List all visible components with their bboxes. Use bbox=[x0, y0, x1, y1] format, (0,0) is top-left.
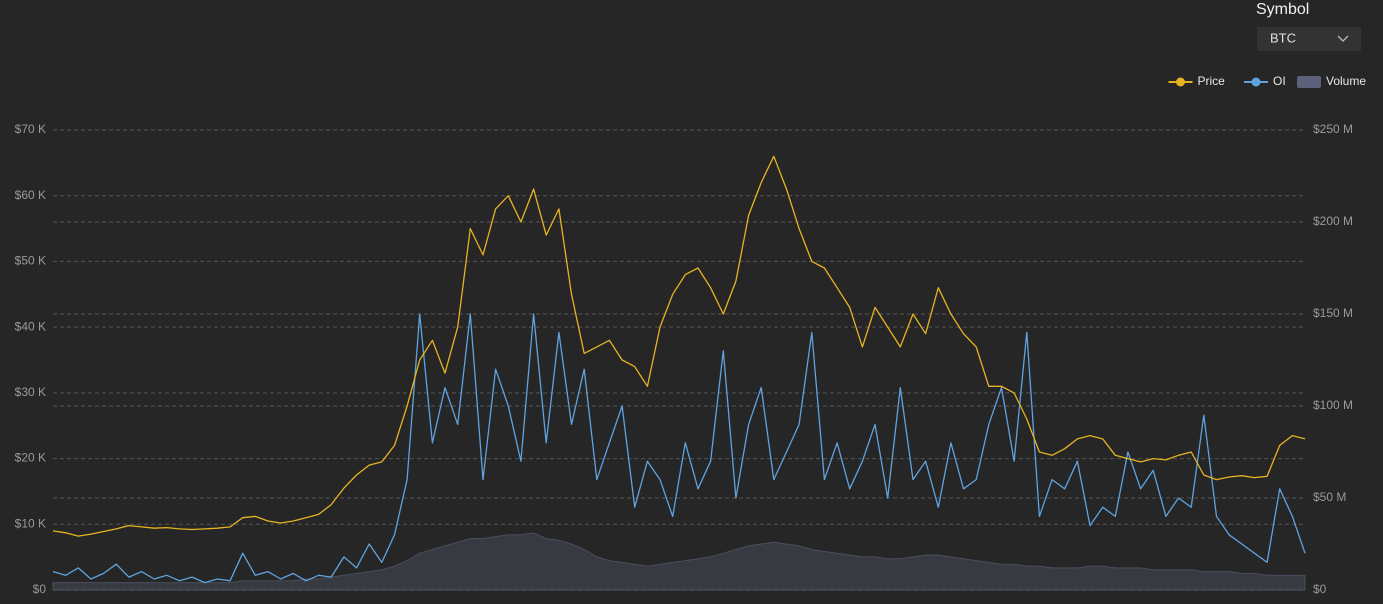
legend: Price OI Volume bbox=[1168, 74, 1366, 88]
legend-label[interactable]: Volume bbox=[1326, 74, 1366, 88]
y2-tick-label: $0 bbox=[1313, 582, 1327, 596]
y2-tick-label: $150 M bbox=[1313, 306, 1353, 320]
y-tick-label: $40 K bbox=[15, 319, 46, 333]
y-tick-label: $70 K bbox=[15, 122, 46, 136]
series-line bbox=[52, 313, 1306, 584]
y-tick-label: $0 bbox=[33, 582, 47, 596]
y2-tick-label: $250 M bbox=[1313, 122, 1353, 136]
legend-dot[interactable] bbox=[1251, 77, 1261, 87]
y-tick-label: $50 K bbox=[15, 254, 46, 268]
y2-tick-label: $50 M bbox=[1313, 490, 1346, 504]
legend-label[interactable]: Price bbox=[1198, 74, 1226, 88]
symbol-dropdown[interactable]: BTC bbox=[1257, 27, 1361, 51]
y2-tick-label: $100 M bbox=[1313, 398, 1353, 412]
y-tick-label: $10 K bbox=[15, 516, 46, 530]
y-tick-label: $60 K bbox=[15, 188, 46, 202]
legend-label[interactable]: OI bbox=[1273, 74, 1286, 88]
y-tick-label: $30 K bbox=[15, 385, 46, 399]
legend-dot[interactable] bbox=[1176, 77, 1185, 87]
symbol-label: Symbol bbox=[1256, 1, 1309, 18]
dropdown-chevron[interactable] bbox=[1337, 35, 1349, 42]
y-tick-label: $20 K bbox=[15, 451, 46, 465]
legend-swatch[interactable] bbox=[1297, 76, 1321, 88]
volume-area bbox=[52, 532, 1306, 591]
series-line bbox=[52, 155, 1306, 537]
y2-tick-label: $200 M bbox=[1313, 214, 1353, 228]
dropdown-value[interactable]: BTC bbox=[1270, 30, 1296, 45]
dropdown-box[interactable] bbox=[1257, 27, 1361, 51]
